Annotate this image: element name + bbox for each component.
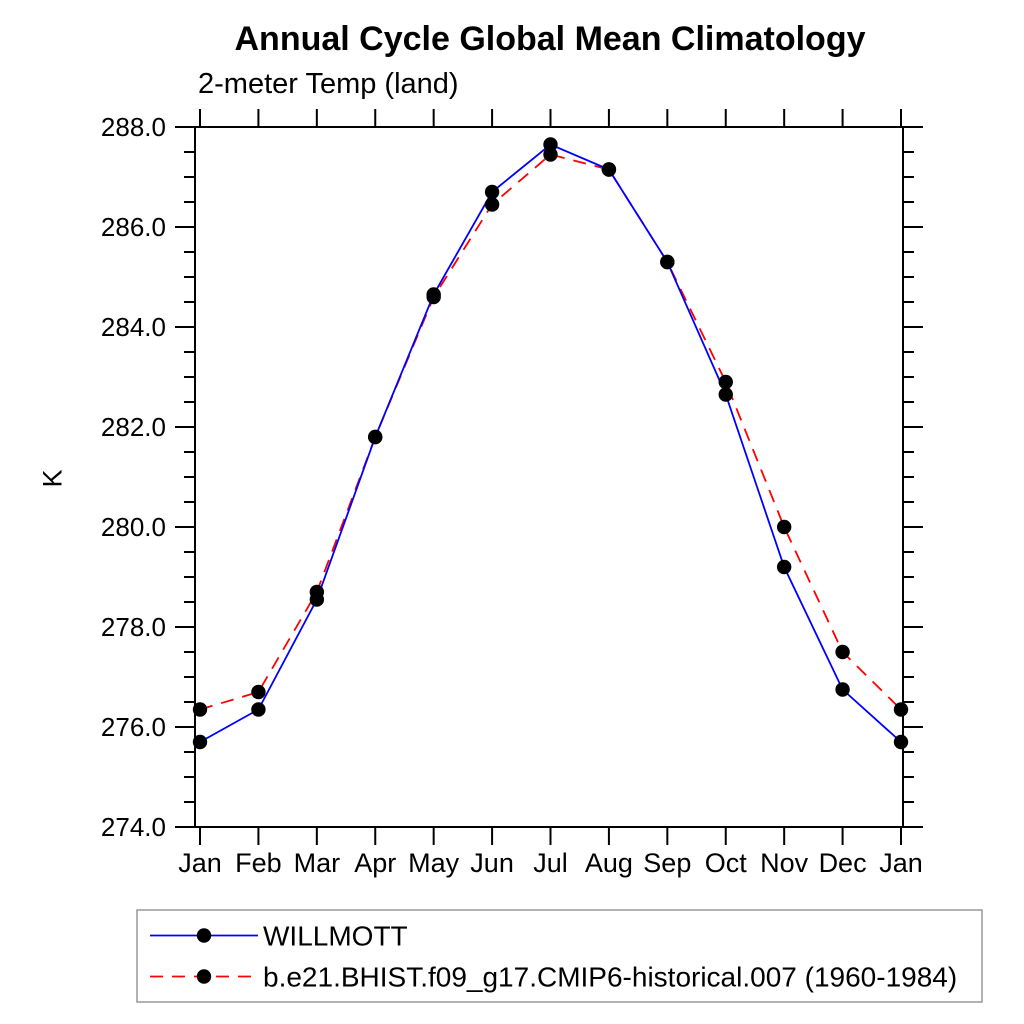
x-tick-label: Sep bbox=[643, 848, 691, 878]
data-point-marker bbox=[309, 584, 325, 600]
x-tick-label: May bbox=[408, 848, 460, 878]
series-line-0 bbox=[199, 143, 902, 743]
data-point-marker bbox=[718, 374, 733, 390]
x-tick-label: Nov bbox=[760, 848, 809, 878]
x-tick-label: Dec bbox=[819, 848, 867, 878]
data-point-marker bbox=[484, 184, 500, 200]
data-point-marker bbox=[192, 702, 208, 717]
legend-box bbox=[136, 909, 983, 1003]
data-point-marker bbox=[368, 429, 383, 445]
data-point-marker bbox=[776, 559, 792, 575]
data-point-marker bbox=[601, 162, 617, 177]
chart-subtitle: 2-meter Temp (land) bbox=[198, 68, 459, 100]
y-tick-label: 288.0 bbox=[101, 112, 166, 142]
chart-title: Annual Cycle Global Mean Climatology bbox=[234, 20, 866, 58]
x-tick-label: Aug bbox=[585, 848, 633, 878]
legend-marker bbox=[196, 969, 212, 984]
y-tick-label: 284.0 bbox=[101, 312, 166, 342]
y-tick-label: 276.0 bbox=[101, 712, 166, 742]
series-line-1 bbox=[199, 153, 902, 711]
legend-label: WILLMOTT bbox=[263, 921, 408, 952]
data-point-marker bbox=[543, 137, 558, 152]
data-point-marker bbox=[893, 702, 909, 717]
x-tick-label: Jun bbox=[470, 848, 514, 878]
data-point-marker bbox=[835, 682, 850, 697]
data-point-marker bbox=[251, 702, 266, 717]
data-point-marker bbox=[192, 734, 208, 750]
data-point-marker bbox=[893, 734, 909, 750]
data-point-marker bbox=[426, 289, 441, 305]
x-tick-label: Apr bbox=[354, 848, 396, 878]
legend-marker bbox=[196, 928, 212, 943]
y-tick-label: 282.0 bbox=[101, 412, 166, 442]
x-tick-label: Jul bbox=[533, 848, 568, 878]
data-point-marker bbox=[660, 254, 675, 270]
x-tick-label: Jan bbox=[879, 848, 923, 878]
y-tick-label: 278.0 bbox=[101, 612, 166, 642]
data-point-marker bbox=[776, 519, 792, 535]
x-tick-label: Mar bbox=[294, 848, 341, 878]
data-point-marker bbox=[718, 387, 733, 402]
x-tick-label: Feb bbox=[235, 848, 282, 878]
legend-label: b.e21.BHIST.f09_g17.CMIP6-historical.007… bbox=[263, 962, 957, 993]
data-point-marker bbox=[484, 197, 500, 212]
y-tick-label: 274.0 bbox=[101, 812, 166, 842]
data-point-marker bbox=[543, 147, 558, 162]
x-tick-label: Jan bbox=[178, 848, 222, 878]
y-tick-label: 280.0 bbox=[101, 512, 166, 542]
data-point-marker bbox=[251, 684, 266, 700]
x-tick-label: Oct bbox=[705, 848, 748, 878]
data-point-marker bbox=[835, 644, 850, 660]
y-tick-label: 286.0 bbox=[101, 212, 166, 242]
plot-frame bbox=[194, 126, 904, 828]
